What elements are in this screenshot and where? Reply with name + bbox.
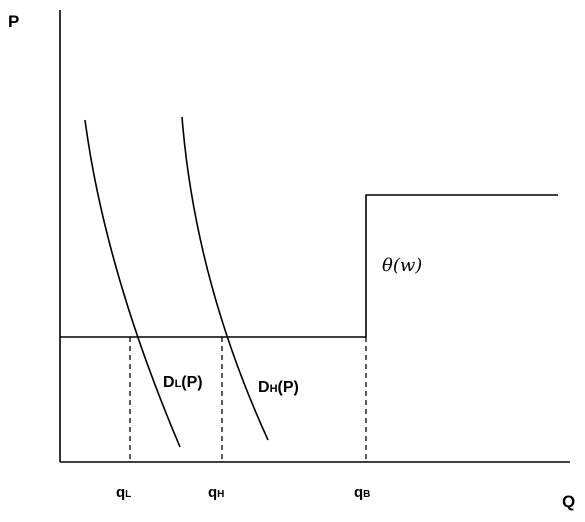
- theta-step-line: [365, 194, 558, 337]
- x-axis-label: Q: [562, 492, 575, 511]
- label-theta-w: θ(w): [382, 255, 422, 276]
- label-demand-low: DL(P): [163, 374, 203, 391]
- demand-curve-high: [181, 116, 269, 441]
- y-axis-label: P: [8, 12, 19, 31]
- label-qH: qH: [208, 484, 224, 501]
- demand-curve-low: [84, 119, 181, 448]
- label-demand-high: DH(P): [258, 379, 299, 396]
- label-qB: qB: [354, 484, 370, 501]
- label-qL: qL: [116, 484, 131, 501]
